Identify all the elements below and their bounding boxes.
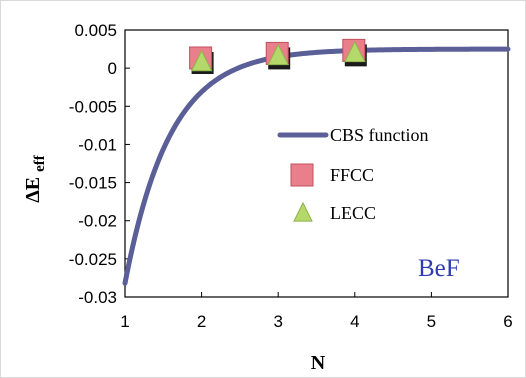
x-tick-label: 3 xyxy=(273,312,282,331)
cbs-curve-group xyxy=(122,46,511,286)
x-tick-label: 4 xyxy=(350,312,359,331)
legend-label: CBS function xyxy=(330,125,429,145)
y-tick-label: -0.01 xyxy=(78,135,117,154)
y-axis-label: ΔE eff xyxy=(22,154,48,203)
x-tick-label: 6 xyxy=(503,312,512,331)
lecc-marker xyxy=(190,49,213,72)
y-tick-label: -0.03 xyxy=(78,288,117,307)
y-axis: 0.005 0 -0.005 -0.01 -0.015 -0.02 -0.025 -0.03 xyxy=(69,21,130,307)
y-tick-label: -0.015 xyxy=(69,174,117,193)
legend: CBS function FFCC LECC xyxy=(277,125,429,223)
chart-annotation: BeF xyxy=(418,255,460,282)
x-tick-label: 2 xyxy=(197,312,206,331)
y-tick-label: 0.005 xyxy=(74,21,117,40)
legend-swatch-ffcc xyxy=(290,163,314,187)
markers-group xyxy=(189,38,367,74)
lecc-marker xyxy=(267,43,290,66)
x-axis-label: N xyxy=(311,352,326,374)
y-axis-label-subscript: eff xyxy=(32,154,48,172)
plot-border xyxy=(124,29,509,298)
y-tick-label: -0.02 xyxy=(78,212,117,231)
legend-label: FFCC xyxy=(330,165,374,185)
y-tick-label: 0 xyxy=(108,59,117,78)
lecc-marker xyxy=(343,40,366,63)
x-tick-label: 5 xyxy=(427,312,436,331)
legend-swatch-lecc xyxy=(293,201,313,222)
plot-area xyxy=(124,29,509,298)
x-axis: 1 2 3 4 5 6 xyxy=(120,292,513,331)
y-tick-label: -0.005 xyxy=(69,97,117,116)
x-tick-label: 1 xyxy=(120,312,129,331)
y-tick-label: -0.025 xyxy=(69,250,117,269)
y-axis-label-main: ΔE xyxy=(22,177,44,203)
cbs-function-line xyxy=(122,46,511,286)
legend-label: LECC xyxy=(330,203,376,223)
